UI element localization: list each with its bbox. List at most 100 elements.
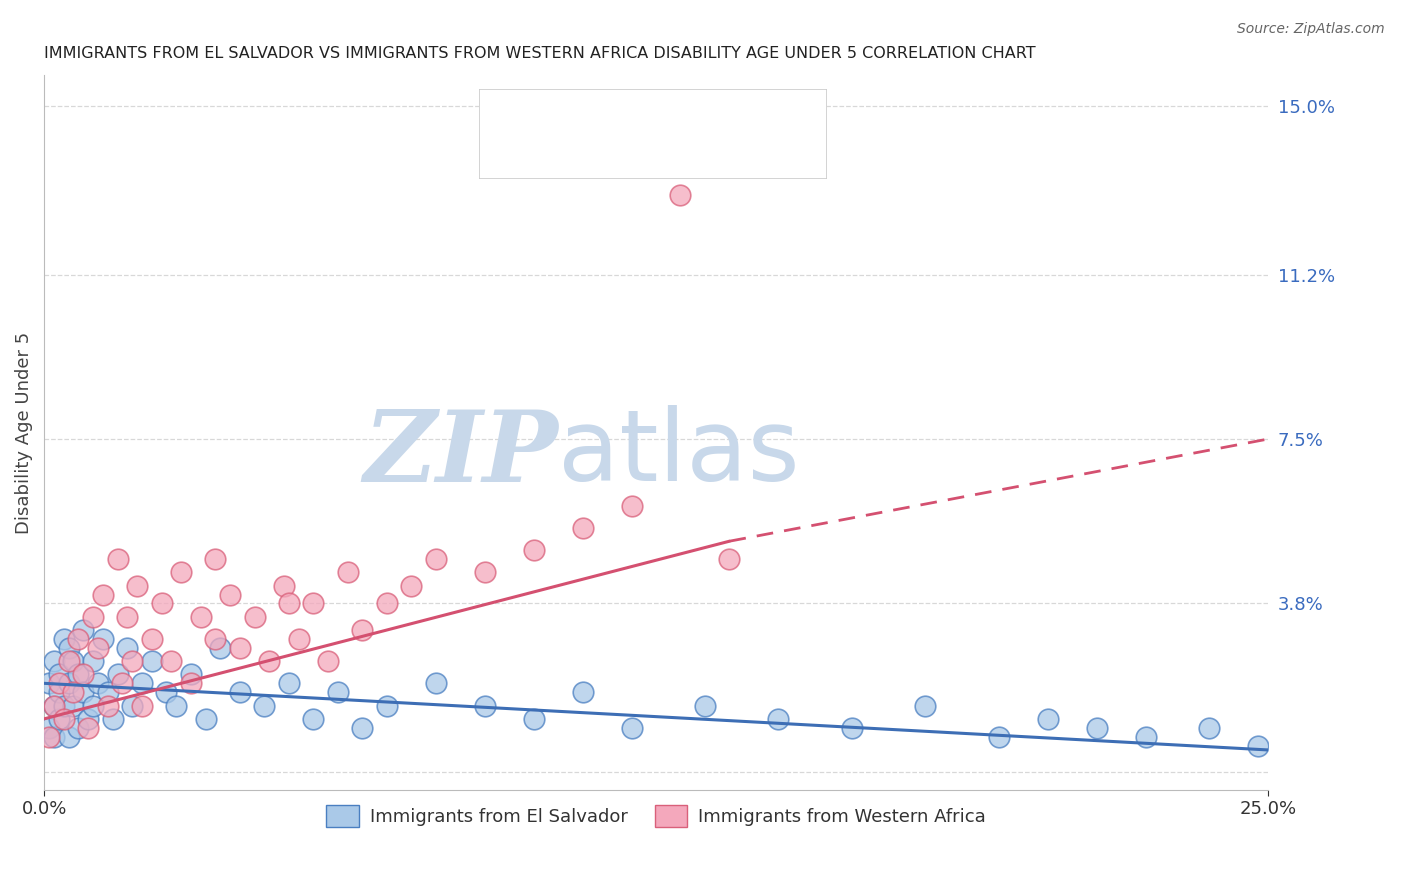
Point <box>1247 739 1270 753</box>
Point <box>117 609 139 624</box>
Text: ZIP: ZIP <box>363 406 558 502</box>
Point <box>77 721 100 735</box>
Point <box>38 676 60 690</box>
Point <box>302 596 325 610</box>
Point <box>42 698 65 713</box>
Point <box>127 579 149 593</box>
Point <box>107 552 129 566</box>
Point <box>117 640 139 655</box>
Point <box>42 654 65 668</box>
Point <box>48 667 70 681</box>
Point <box>1085 721 1108 735</box>
Text: Source: ZipAtlas.com: Source: ZipAtlas.com <box>1237 22 1385 37</box>
Point <box>170 566 193 580</box>
Point <box>190 609 212 624</box>
Point <box>571 685 593 699</box>
Point <box>914 698 936 713</box>
Point <box>67 721 90 735</box>
Point <box>52 632 75 646</box>
Point <box>209 640 232 655</box>
Point <box>316 654 339 668</box>
Point <box>91 632 114 646</box>
Point <box>107 667 129 681</box>
Point <box>72 667 94 681</box>
Point <box>229 640 252 655</box>
Point <box>121 698 143 713</box>
Point <box>38 730 60 744</box>
Point <box>67 632 90 646</box>
Point <box>82 698 104 713</box>
Point <box>326 685 349 699</box>
Point <box>474 566 496 580</box>
Point <box>571 521 593 535</box>
Point <box>768 712 790 726</box>
Point <box>160 654 183 668</box>
Point <box>277 676 299 690</box>
Point <box>302 712 325 726</box>
Point <box>72 685 94 699</box>
Point <box>131 676 153 690</box>
Point <box>987 730 1010 744</box>
Point <box>375 698 398 713</box>
Point <box>204 552 226 566</box>
Point <box>97 698 120 713</box>
Point <box>1135 730 1157 744</box>
Point <box>718 552 741 566</box>
Point <box>273 579 295 593</box>
Point <box>243 609 266 624</box>
Point <box>67 667 90 681</box>
Point <box>693 698 716 713</box>
Point <box>82 609 104 624</box>
Point <box>42 698 65 713</box>
Point <box>620 499 643 513</box>
Point <box>259 654 281 668</box>
Point <box>352 721 374 735</box>
Point <box>523 712 546 726</box>
Point <box>121 654 143 668</box>
Point <box>82 654 104 668</box>
Point <box>669 187 692 202</box>
Point <box>91 587 114 601</box>
Point <box>48 712 70 726</box>
Point <box>58 654 80 668</box>
Point <box>352 623 374 637</box>
Text: IMMIGRANTS FROM EL SALVADOR VS IMMIGRANTS FROM WESTERN AFRICA DISABILITY AGE UND: IMMIGRANTS FROM EL SALVADOR VS IMMIGRANT… <box>44 46 1036 62</box>
Point <box>111 676 134 690</box>
Point <box>48 685 70 699</box>
Point <box>375 596 398 610</box>
Point <box>62 698 84 713</box>
Point <box>474 698 496 713</box>
Point <box>180 667 202 681</box>
Point <box>87 640 110 655</box>
Point <box>141 632 163 646</box>
Point <box>101 712 124 726</box>
Point <box>165 698 187 713</box>
Point <box>219 587 242 601</box>
Point <box>52 712 75 726</box>
Point <box>62 654 84 668</box>
Point <box>52 698 75 713</box>
Point <box>1198 721 1220 735</box>
Point <box>620 721 643 735</box>
Point <box>229 685 252 699</box>
Point <box>62 685 84 699</box>
Point <box>523 543 546 558</box>
Point <box>287 632 309 646</box>
Point <box>38 721 60 735</box>
Point <box>253 698 276 713</box>
Point <box>425 676 447 690</box>
Legend: Immigrants from El Salvador, Immigrants from Western Africa: Immigrants from El Salvador, Immigrants … <box>319 798 993 835</box>
Y-axis label: Disability Age Under 5: Disability Age Under 5 <box>15 331 32 533</box>
Point <box>131 698 153 713</box>
Point <box>336 566 359 580</box>
Point <box>155 685 177 699</box>
Point <box>150 596 173 610</box>
Point <box>180 676 202 690</box>
Point <box>58 640 80 655</box>
Point <box>48 676 70 690</box>
Point <box>204 632 226 646</box>
Point <box>399 579 422 593</box>
Point <box>42 730 65 744</box>
Point <box>425 552 447 566</box>
Point <box>141 654 163 668</box>
